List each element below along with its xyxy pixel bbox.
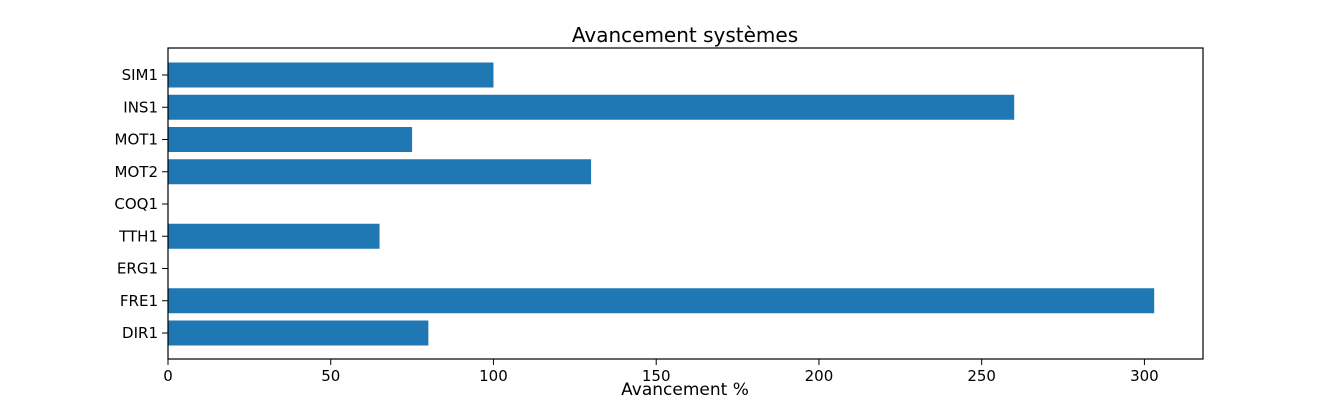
bar-sim1 — [168, 62, 494, 88]
y-tick-label-ins1: INS1 — [123, 98, 158, 116]
bar-tth1 — [168, 223, 380, 249]
y-tick-label-dir1: DIR1 — [122, 324, 158, 342]
y-tick-label-mot1: MOT1 — [115, 131, 158, 149]
x-tick-label-50: 50 — [321, 367, 340, 385]
axes-layer: SIM1 INS1 MOT1 MOT2 COQ1 TTH1 ERG1 FRE1 DIR1 0 50 1… — [114, 47, 1204, 385]
bar-fre1 — [168, 288, 1155, 314]
x-axis-label: Avancement % — [621, 380, 749, 400]
chart-title: Avancement systèmes — [572, 23, 798, 47]
y-tick-label-sim1: SIM1 — [122, 66, 158, 84]
x-tick-label-250: 250 — [967, 367, 996, 385]
bar-dir1 — [168, 320, 429, 346]
x-tick-label-100: 100 — [479, 367, 508, 385]
bar-mot1 — [168, 127, 413, 152]
x-tick-label-200: 200 — [805, 367, 834, 385]
bar-mot2 — [168, 159, 592, 185]
y-tick-label-fre1: FRE1 — [120, 292, 158, 310]
x-tick-label-0: 0 — [163, 367, 173, 385]
bars-layer — [168, 62, 1155, 346]
plot-frame — [167, 47, 1204, 360]
y-tick-label-erg1: ERG1 — [117, 260, 158, 278]
x-tick-label-150: 150 — [642, 367, 671, 385]
y-tick-label-coq1: COQ1 — [114, 195, 158, 213]
y-tick-label-tth1: TTH1 — [118, 227, 158, 245]
bar-ins1 — [168, 94, 1015, 120]
y-tick-label-mot2: MOT2 — [115, 163, 158, 181]
x-tick-label-300: 300 — [1130, 367, 1159, 385]
